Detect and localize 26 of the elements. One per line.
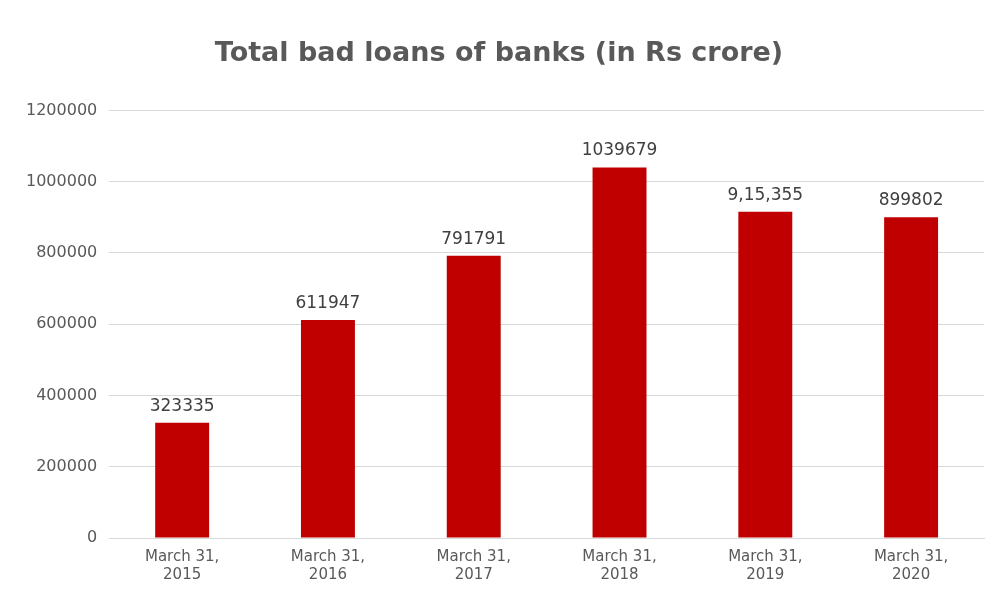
data-label: 1039679 <box>581 139 658 160</box>
y-tick-label: 1200000 <box>25 99 98 119</box>
bar <box>884 217 939 538</box>
x-tick-label: March 31, 2018 <box>582 546 657 583</box>
x-tick-label: March 31, 2017 <box>436 546 511 583</box>
y-tick-label: 0 <box>87 527 98 547</box>
bar <box>592 167 647 538</box>
y-tick-label: 800000 <box>36 242 98 262</box>
bar <box>738 211 793 538</box>
x-tick-label: March 31, 2015 <box>144 546 220 583</box>
data-label: 611947 <box>295 291 361 312</box>
data-label: 791791 <box>441 227 507 248</box>
data-label: 899802 <box>878 189 944 210</box>
x-tick-label: March 31, 2019 <box>728 546 803 583</box>
bar <box>155 422 210 538</box>
chart-title: Total bad loans of banks (in Rs crore) <box>214 36 784 68</box>
y-tick-label: 400000 <box>36 384 98 404</box>
y-tick-label: 200000 <box>36 455 98 475</box>
bar <box>446 255 501 538</box>
x-tick-label: March 31, 2016 <box>290 546 366 583</box>
data-label: 323335 <box>149 394 215 415</box>
x-tick-label: March 31, 2020 <box>873 546 949 583</box>
data-label: 9,15,355 <box>727 183 804 204</box>
y-tick-label: 600000 <box>36 313 98 333</box>
bar <box>300 319 355 538</box>
y-tick-label: 1000000 <box>25 170 98 190</box>
